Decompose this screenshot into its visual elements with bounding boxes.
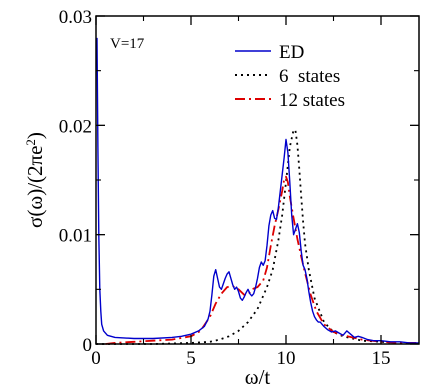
y-tick-label: 0.02 bbox=[59, 116, 92, 137]
legend: ED 6 states 12 states bbox=[235, 42, 345, 111]
legend-label: 12 states bbox=[279, 90, 345, 111]
legend-label: 6 states bbox=[279, 66, 340, 87]
y-tick-label: 0 bbox=[83, 335, 93, 356]
y-axis-label-tail: ) bbox=[23, 132, 47, 139]
x-axis-label: ω/t bbox=[245, 365, 271, 385]
y-tick-label: 0.01 bbox=[59, 226, 92, 247]
y-tick-label: 0.03 bbox=[59, 7, 92, 28]
legend-label: ED bbox=[279, 42, 304, 63]
y-axis-label-sup: 2 bbox=[23, 139, 38, 146]
y-axis-label-main: σ(ω)/(2πe bbox=[23, 146, 47, 228]
annotation-text: V=17 bbox=[110, 36, 145, 52]
y-axis-label: σ(ω)/(2πe2) bbox=[23, 132, 48, 228]
x-tick-label: 10 bbox=[277, 348, 296, 369]
series-layer bbox=[96, 37, 420, 345]
plot-frame bbox=[95, 15, 420, 345]
x-tick-label: 15 bbox=[372, 348, 391, 369]
ticks-layer: 0 5 10 15 0 0.01 0.02 0.03 bbox=[59, 7, 419, 369]
series-line-6-states bbox=[96, 128, 420, 345]
series-line-12-states bbox=[105, 175, 419, 345]
series-line-ed bbox=[96, 37, 419, 344]
x-tick-label: 5 bbox=[186, 348, 196, 369]
x-tick-label: 0 bbox=[91, 348, 101, 369]
